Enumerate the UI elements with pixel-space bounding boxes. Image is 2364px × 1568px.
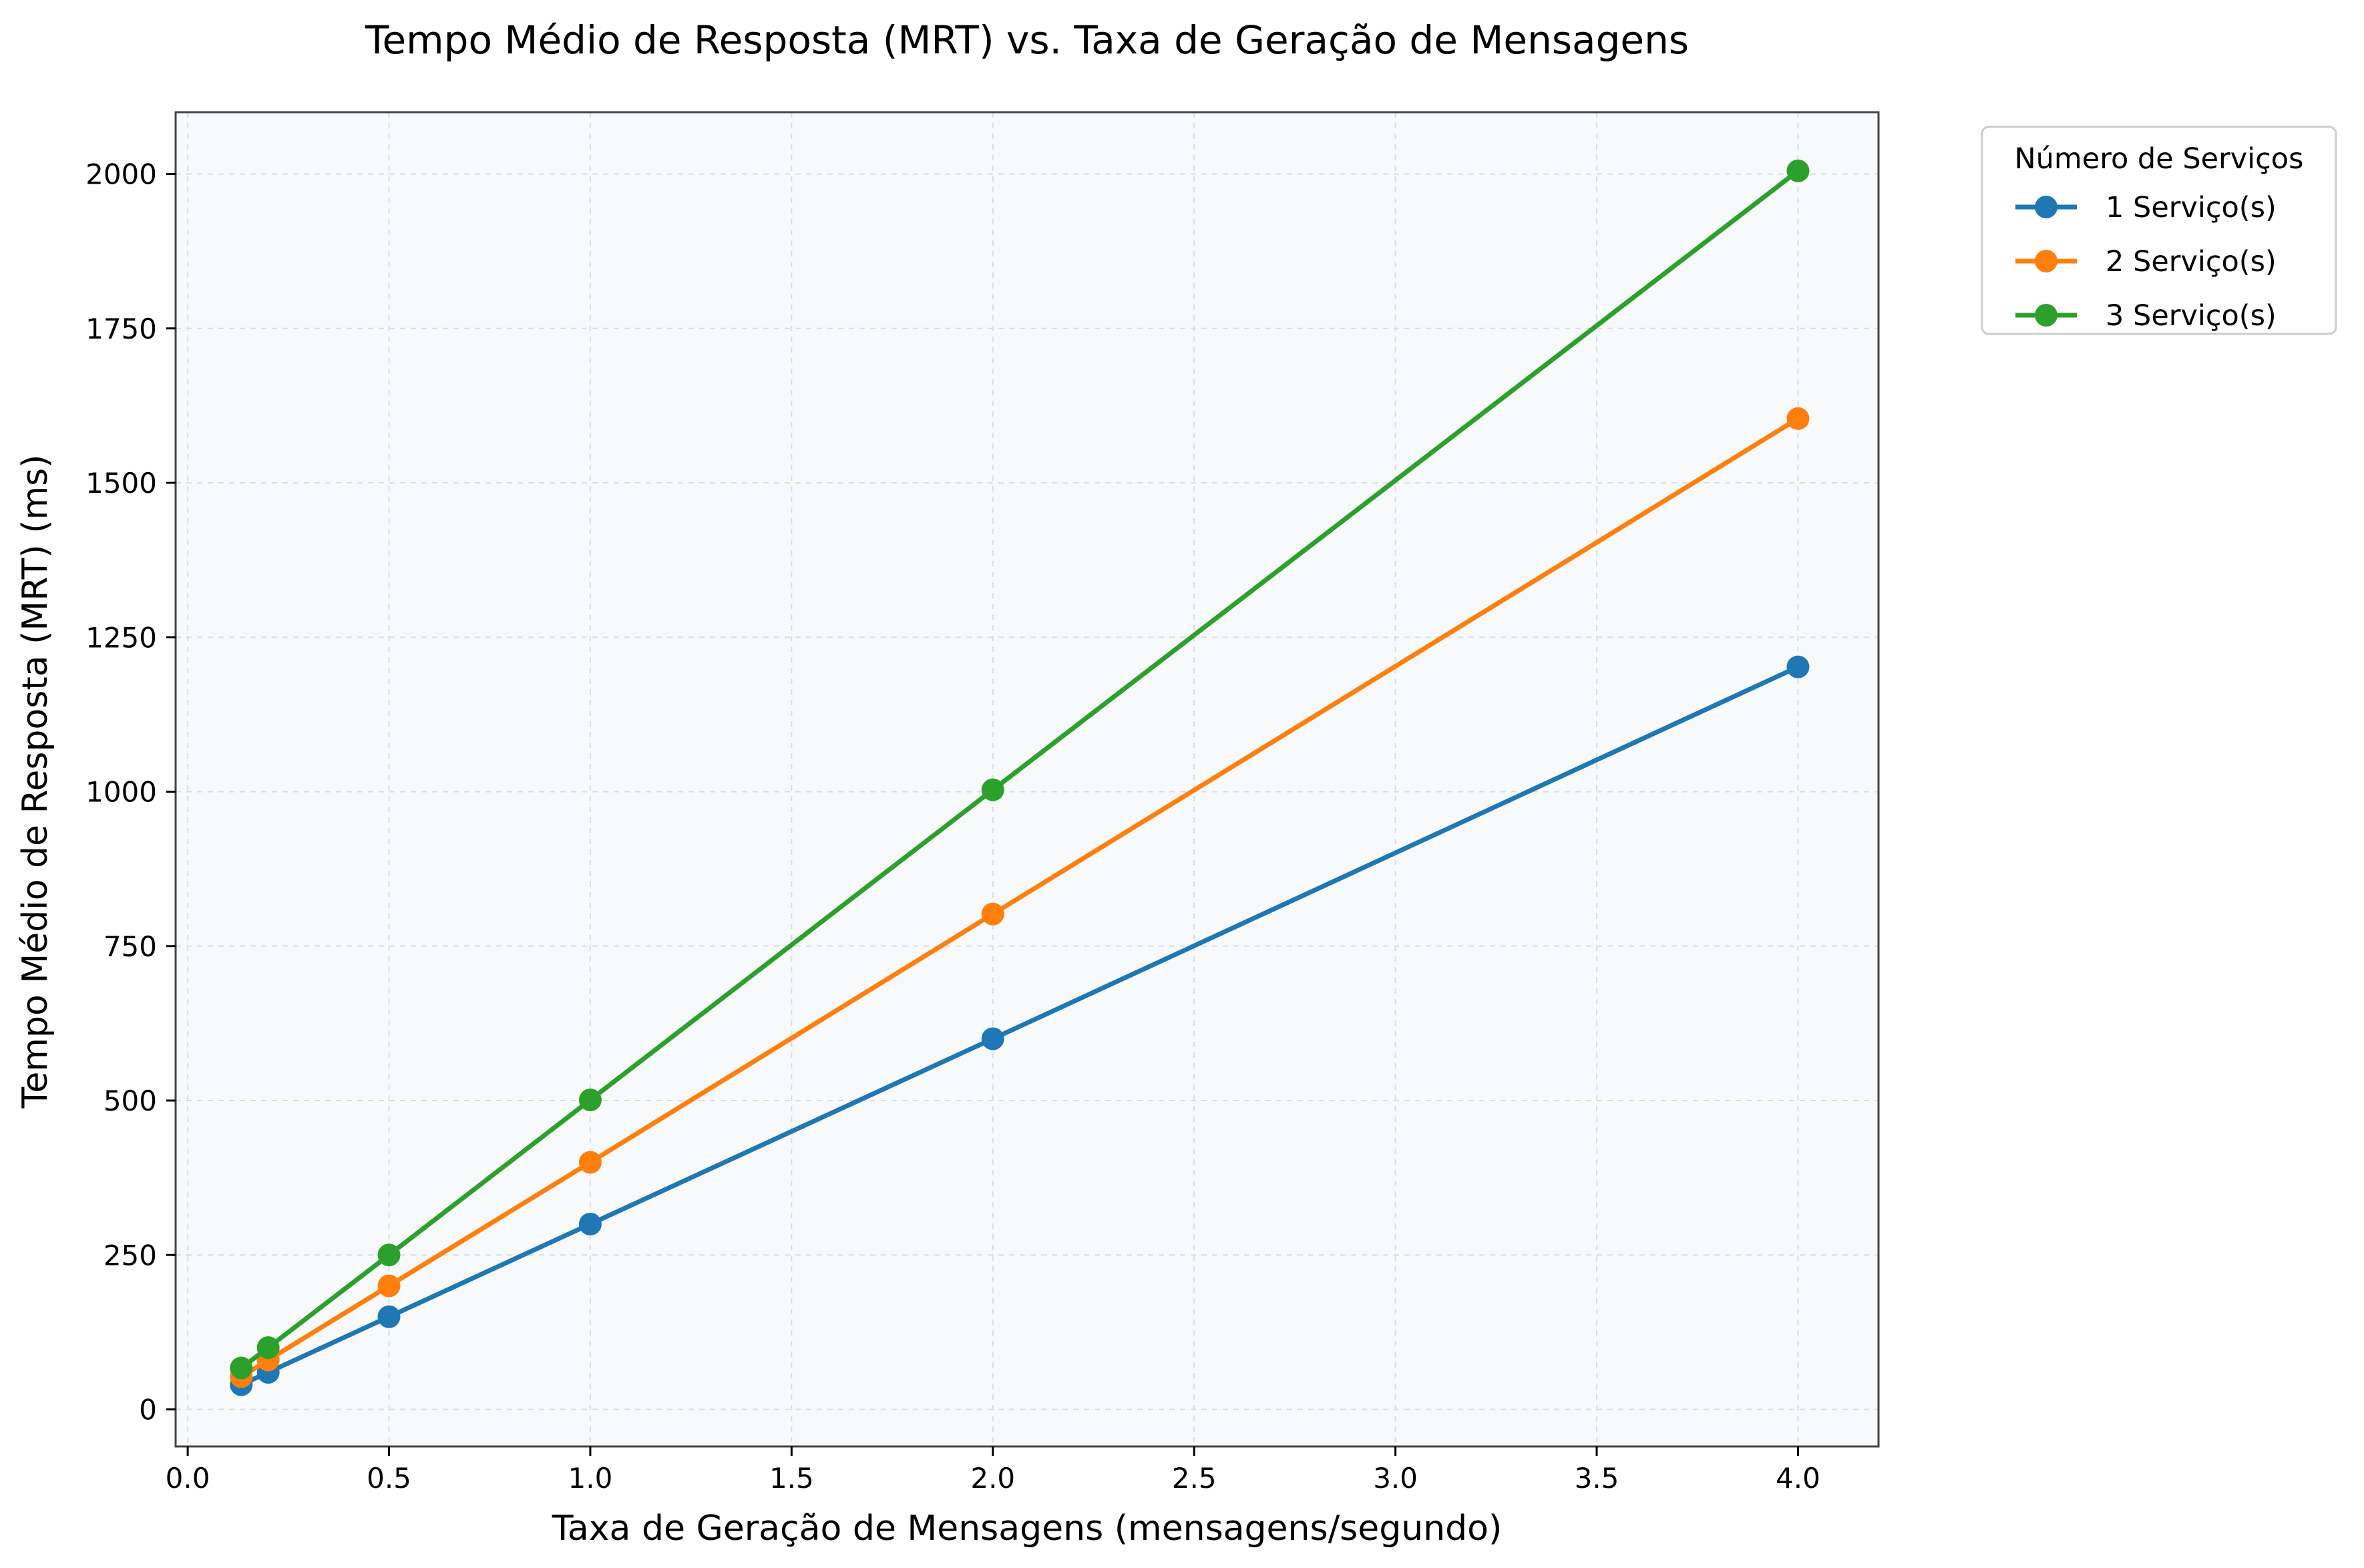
data-point (981, 778, 1004, 801)
data-point (1786, 655, 1810, 678)
x-tick-label: 0.0 (166, 1462, 210, 1495)
data-point (377, 1305, 401, 1328)
x-tick-label: 4.0 (1776, 1462, 1820, 1495)
x-axis-label: Taxa de Geração de Mensagens (mensagens/… (552, 1509, 1502, 1549)
x-tick-label: 2.0 (970, 1462, 1015, 1495)
axis-ticks: 0.0 0.5 1.0 1.5 2.0 2.5 3.0 3.5 4.0 0 250 500 750 100… (85, 158, 1820, 1495)
data-point (256, 1336, 280, 1359)
data-point (377, 1274, 401, 1298)
legend-item-1: 1 Serviço(s) (2015, 191, 2277, 224)
legend-title: Número de Serviços (2014, 142, 2303, 176)
data-point (981, 902, 1004, 926)
legend-items: 1 Serviço(s) 2 Serviço(s) 3 Serviço(s) (2015, 191, 2277, 333)
data-point (578, 1213, 602, 1235)
y-tick-label: 250 (104, 1239, 157, 1271)
y-tick-label: 500 (104, 1085, 157, 1117)
legend-label: 1 Serviço(s) (2106, 191, 2277, 224)
series-layer (230, 159, 1810, 1396)
y-tick-label: 0 (139, 1394, 157, 1426)
x-tick-label: 0.5 (367, 1462, 411, 1495)
chart-title: Tempo Médio de Resposta (MRT) vs. Taxa d… (365, 17, 1689, 63)
x-tick-label: 3.0 (1373, 1462, 1418, 1495)
y-tick-label: 2000 (85, 158, 157, 191)
data-point (1786, 159, 1810, 182)
plot-area (176, 112, 1879, 1446)
y-tick-label: 1000 (85, 776, 157, 809)
y-tick-label: 750 (104, 930, 157, 963)
data-point (578, 1151, 602, 1174)
y-axis-label: Tempo Médio de Resposta (MRT) (ms) (15, 454, 55, 1109)
data-point (230, 1356, 253, 1380)
series-3 (230, 159, 1810, 1380)
legend: Número de Serviços 1 Serviço(s) 2 Serviço… (1981, 126, 2337, 335)
legend-marker (2035, 304, 2057, 327)
legend-item-2: 2 Serviço(s) (2015, 245, 2277, 278)
data-point (1786, 407, 1810, 430)
legend-marker (2035, 196, 2057, 218)
x-tick-label: 3.5 (1575, 1462, 1619, 1495)
data-point (578, 1089, 602, 1112)
legend-marker (2035, 250, 2057, 272)
x-tick-label: 1.5 (769, 1462, 814, 1495)
legend-label: 2 Serviço(s) (2106, 245, 2277, 278)
plot-frame (174, 111, 1880, 1448)
legend-label: 3 Serviço(s) (2106, 299, 2277, 333)
legend-box (1981, 126, 2337, 335)
y-tick-label: 1500 (85, 467, 157, 500)
x-tick-label: 2.5 (1172, 1462, 1217, 1495)
y-tick-label: 1750 (85, 313, 157, 345)
x-tick-label: 1.0 (568, 1462, 613, 1495)
data-point (981, 1027, 1004, 1050)
y-tick-label: 1250 (85, 621, 157, 654)
legend-item-3: 3 Serviço(s) (2015, 299, 2277, 333)
grid-lines (176, 112, 1879, 1446)
data-point (377, 1243, 401, 1267)
